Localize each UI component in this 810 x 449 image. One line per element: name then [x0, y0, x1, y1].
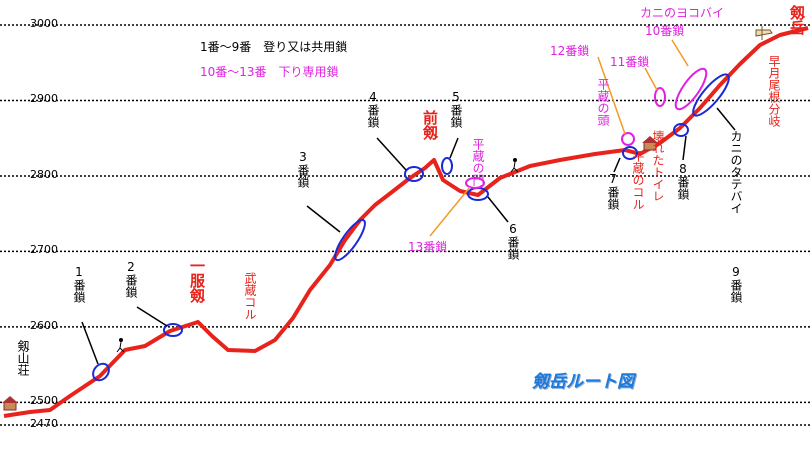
chain-label: 9番鎖 — [729, 265, 743, 303]
chain-label: 2番鎖 — [124, 260, 138, 298]
place-label: 剱山荘 — [16, 340, 30, 376]
elevation-tick-label: 3000 — [30, 17, 58, 30]
orange-leaders — [429, 39, 689, 237]
chain-markers — [92, 73, 730, 382]
chain-label: 4番鎖 — [366, 90, 380, 128]
elevation-tick-label: 2600 — [30, 318, 58, 332]
route-line — [3, 26, 809, 418]
descent-chain-markers — [465, 67, 708, 189]
place-label: 平蔵の頭 — [596, 78, 610, 126]
icons — [2, 26, 773, 411]
place-label: 平蔵のコル — [631, 150, 645, 210]
elevation-tick-label: 2900 — [30, 92, 58, 106]
legend-descent: 10番～13番 下り専用鎖 — [200, 65, 339, 79]
leader-lines — [81, 107, 736, 365]
chain-label: 5番鎖 — [449, 90, 463, 128]
chain-label: 11番鎖 — [610, 55, 650, 69]
legend-climb: 1番～9番 登り又は共用鎖 — [200, 40, 348, 54]
place-label: カニのタテバイ — [729, 130, 743, 214]
diagram-title: 剱岳ルート図 — [532, 372, 634, 392]
chain-label: 10番鎖 — [645, 24, 685, 38]
elevation-tick-label: 2470 — [30, 417, 58, 430]
place-label: カニのヨコバイ — [640, 6, 725, 20]
chain-label: 7番鎖 — [606, 172, 620, 210]
place-label: 武蔵コル — [243, 272, 257, 320]
place-label: 早月尾根分岐 — [767, 55, 781, 127]
elevation-tick-label: 2800 — [30, 167, 58, 181]
peak-label: 剱岳 — [788, 5, 806, 35]
elevation-tick-label: 2500 — [30, 394, 58, 408]
elevation-tick-label: 2700 — [30, 243, 58, 257]
place-label: 平蔵の門 — [471, 138, 485, 186]
chain-label: 6番鎖 — [506, 222, 520, 260]
peak-label: 一服剱 — [188, 258, 206, 303]
chain-label: 1番鎖 — [72, 265, 86, 303]
chain-label: 8番鎖 — [676, 162, 690, 200]
place-label: 壊れたトイレ — [651, 130, 665, 202]
chain-label: 12番鎖 — [550, 44, 590, 58]
chain-label: 3番鎖 — [296, 150, 310, 188]
peak-label: 前剱 — [421, 110, 439, 140]
chain-label: 13番鎖 — [408, 240, 448, 254]
